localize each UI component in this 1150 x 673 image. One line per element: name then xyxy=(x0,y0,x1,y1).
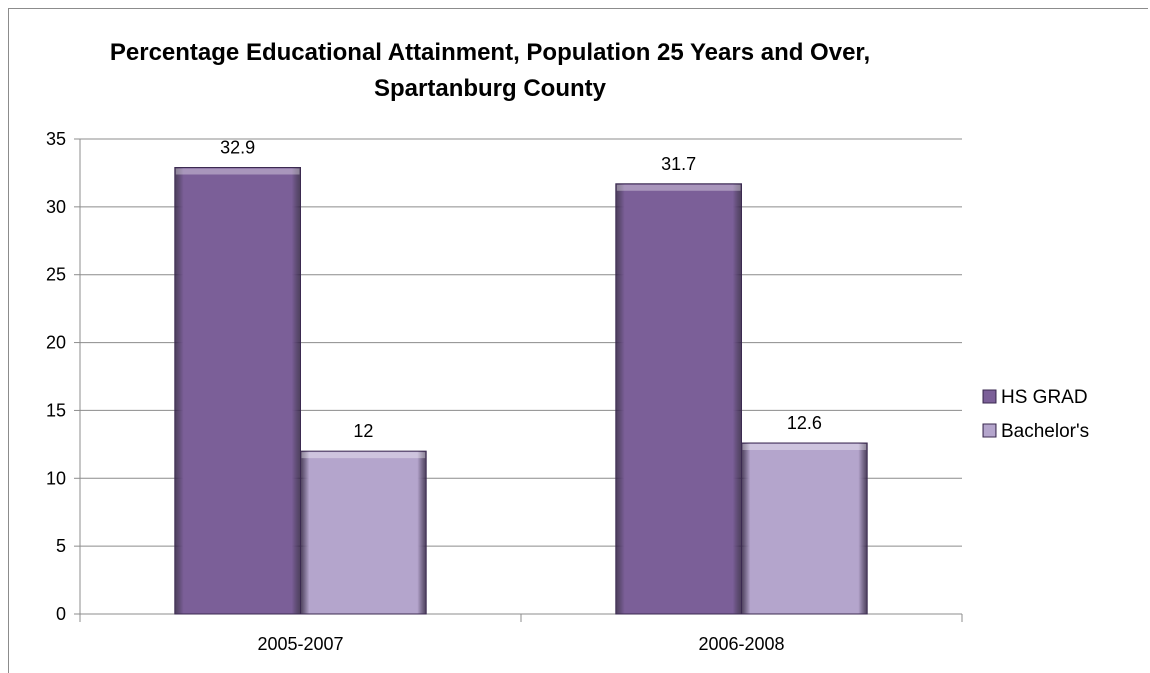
y-tick-label: 10 xyxy=(46,468,66,488)
bar-hs-grad-2006-2008 xyxy=(615,183,742,615)
legend: HS GRAD Bachelor's xyxy=(982,387,1089,442)
legend-swatch xyxy=(982,423,997,438)
bar-highlight xyxy=(616,184,741,191)
y-tick-label: 15 xyxy=(46,400,66,420)
y-tick-label: 30 xyxy=(46,197,66,217)
data-labels: 32.9 12 31.7 12.6 xyxy=(220,138,822,442)
axes: 0 5 10 15 20 25 30 35 2005-2007 2006-2008 xyxy=(46,129,963,654)
bar-highlight xyxy=(301,452,426,459)
bar-highlight xyxy=(175,168,300,175)
y-tick-label: 0 xyxy=(56,604,66,624)
bar-highlight xyxy=(742,444,867,450)
x-tick-label: 2005-2007 xyxy=(257,634,343,654)
legend-swatch xyxy=(982,389,997,404)
chart-frame xyxy=(8,8,1148,673)
data-label-bachelor-s-2005-2007: 12 xyxy=(353,421,373,441)
bar-bachelor-s-2005-2007 xyxy=(300,450,427,615)
chart-title-line-1: Percentage Educational Attainment, Popul… xyxy=(110,39,870,66)
legend-label: Bachelor's xyxy=(1001,421,1089,442)
bars xyxy=(174,167,868,615)
chart-title-line-2: Spartanburg County xyxy=(374,75,607,102)
y-tick-label: 25 xyxy=(46,265,66,285)
y-tick-label: 5 xyxy=(56,536,66,556)
y-tick-label: 35 xyxy=(46,129,66,149)
y-tick-label: 20 xyxy=(46,333,66,353)
bar-hs-grad-2005-2007 xyxy=(174,167,301,615)
legend-label: HS GRAD xyxy=(1001,387,1088,408)
data-label-hs-grad-2005-2007: 32.9 xyxy=(220,138,255,158)
data-label-bachelor-s-2006-2008: 12.6 xyxy=(787,413,822,433)
x-tick-label: 2006-2008 xyxy=(698,634,784,654)
data-label-hs-grad-2006-2008: 31.7 xyxy=(661,154,696,174)
bar-bachelor-s-2006-2008 xyxy=(741,442,868,615)
